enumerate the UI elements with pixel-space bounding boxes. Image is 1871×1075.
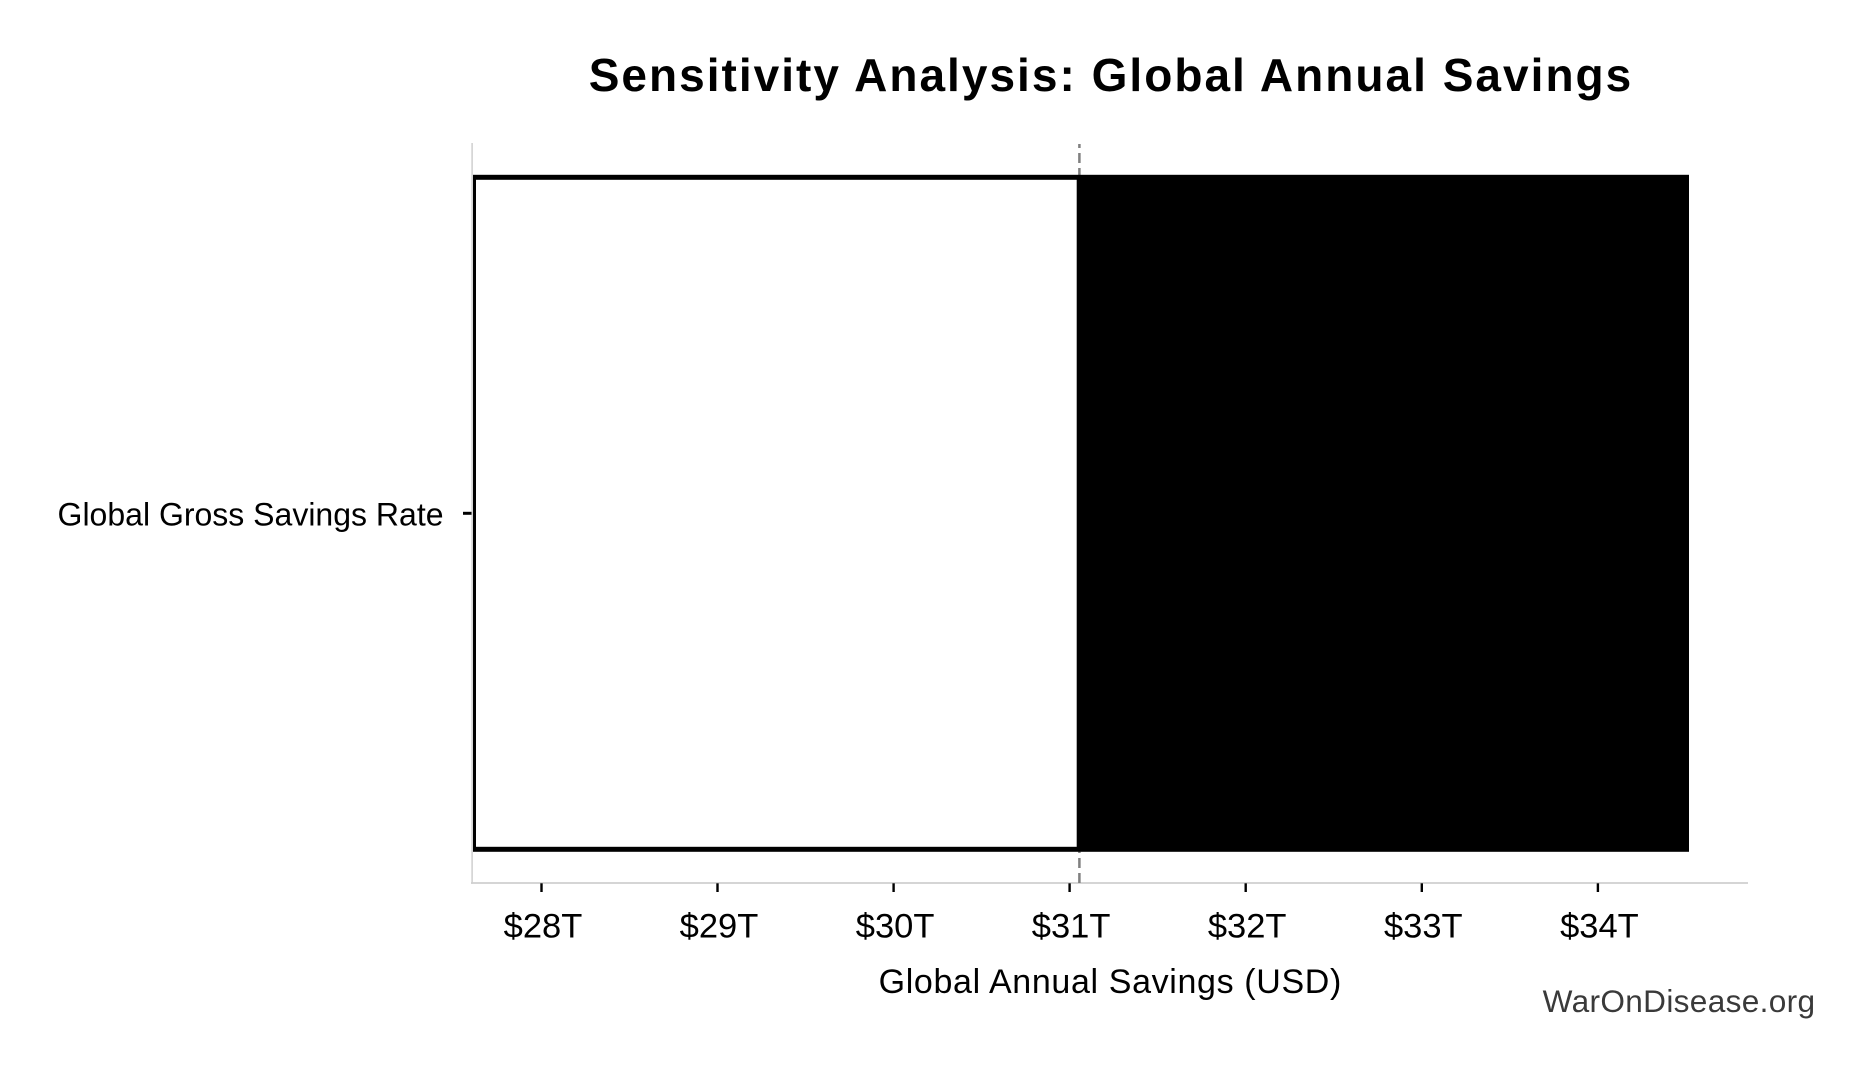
svg-text:Global Annual Savings (USD): Global Annual Savings (USD) bbox=[879, 963, 1342, 1001]
svg-text:$28T: $28T bbox=[504, 907, 583, 945]
svg-text:Sensitivity Analysis: Global A: Sensitivity Analysis: Global Annual Savi… bbox=[589, 49, 1634, 101]
svg-text:$30T: $30T bbox=[856, 907, 935, 945]
svg-text:$29T: $29T bbox=[680, 907, 759, 945]
svg-text:WarOnDisease.org: WarOnDisease.org bbox=[1543, 983, 1816, 1019]
svg-text:$34T: $34T bbox=[1560, 907, 1639, 945]
svg-text:$33T: $33T bbox=[1384, 907, 1463, 945]
svg-text:$31T: $31T bbox=[1032, 907, 1111, 945]
svg-text:Global Gross Savings Rate: Global Gross Savings Rate bbox=[58, 497, 444, 533]
svg-text:$32T: $32T bbox=[1208, 907, 1287, 945]
